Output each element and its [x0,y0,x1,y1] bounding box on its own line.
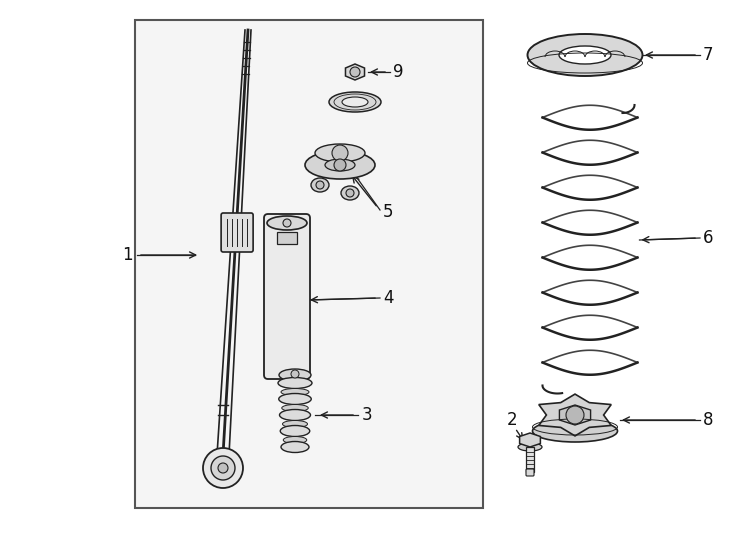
Ellipse shape [342,97,368,107]
Polygon shape [559,405,591,425]
Ellipse shape [559,46,611,64]
Circle shape [203,448,243,488]
Ellipse shape [311,178,329,192]
Circle shape [283,219,291,227]
Ellipse shape [283,421,308,428]
Ellipse shape [315,144,365,162]
Ellipse shape [305,151,375,179]
Ellipse shape [278,377,312,388]
Circle shape [291,370,299,378]
Circle shape [334,159,346,171]
Text: 5: 5 [383,203,393,221]
Circle shape [211,456,235,480]
Bar [526,447,534,472]
Ellipse shape [518,443,542,451]
FancyBboxPatch shape [264,214,310,379]
Circle shape [350,67,360,77]
Circle shape [346,189,354,197]
Ellipse shape [267,216,307,230]
Text: 7: 7 [703,46,713,64]
Ellipse shape [325,159,355,171]
Ellipse shape [279,394,311,404]
Bar [135,20,483,508]
Polygon shape [346,64,365,80]
Ellipse shape [341,186,359,200]
Text: 9: 9 [393,63,404,81]
Text: 4: 4 [383,289,393,307]
Ellipse shape [329,92,381,112]
Text: 1: 1 [123,246,133,264]
Ellipse shape [532,420,617,442]
Ellipse shape [282,404,308,411]
Circle shape [566,406,584,424]
FancyBboxPatch shape [526,469,534,476]
Circle shape [332,145,348,161]
Ellipse shape [281,442,309,453]
Circle shape [218,463,228,473]
Text: 3: 3 [362,406,373,424]
Circle shape [316,181,324,189]
Ellipse shape [281,388,309,395]
FancyBboxPatch shape [221,213,253,252]
Ellipse shape [279,369,311,381]
Text: 2: 2 [506,411,517,429]
Ellipse shape [280,409,310,421]
Text: 8: 8 [703,411,713,429]
FancyBboxPatch shape [277,232,297,244]
Ellipse shape [280,426,310,436]
Text: 6: 6 [703,229,713,247]
Polygon shape [520,433,540,447]
Ellipse shape [283,436,307,443]
Ellipse shape [528,34,642,76]
Polygon shape [539,394,611,436]
